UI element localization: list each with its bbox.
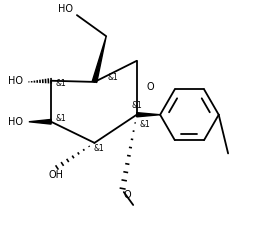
Text: &1: &1 — [139, 120, 150, 129]
Text: &1: &1 — [93, 144, 104, 153]
Text: HO: HO — [8, 76, 23, 86]
Text: &1: &1 — [107, 73, 118, 82]
Text: HO: HO — [58, 4, 73, 14]
Polygon shape — [137, 113, 160, 117]
Polygon shape — [29, 119, 51, 124]
Text: &1: &1 — [56, 79, 67, 88]
Polygon shape — [92, 36, 106, 83]
Text: &1: &1 — [56, 114, 67, 123]
Text: O: O — [124, 190, 131, 200]
Text: O: O — [146, 82, 154, 92]
Text: OH: OH — [48, 170, 63, 180]
Text: HO: HO — [8, 117, 23, 127]
Text: &1: &1 — [132, 101, 143, 110]
